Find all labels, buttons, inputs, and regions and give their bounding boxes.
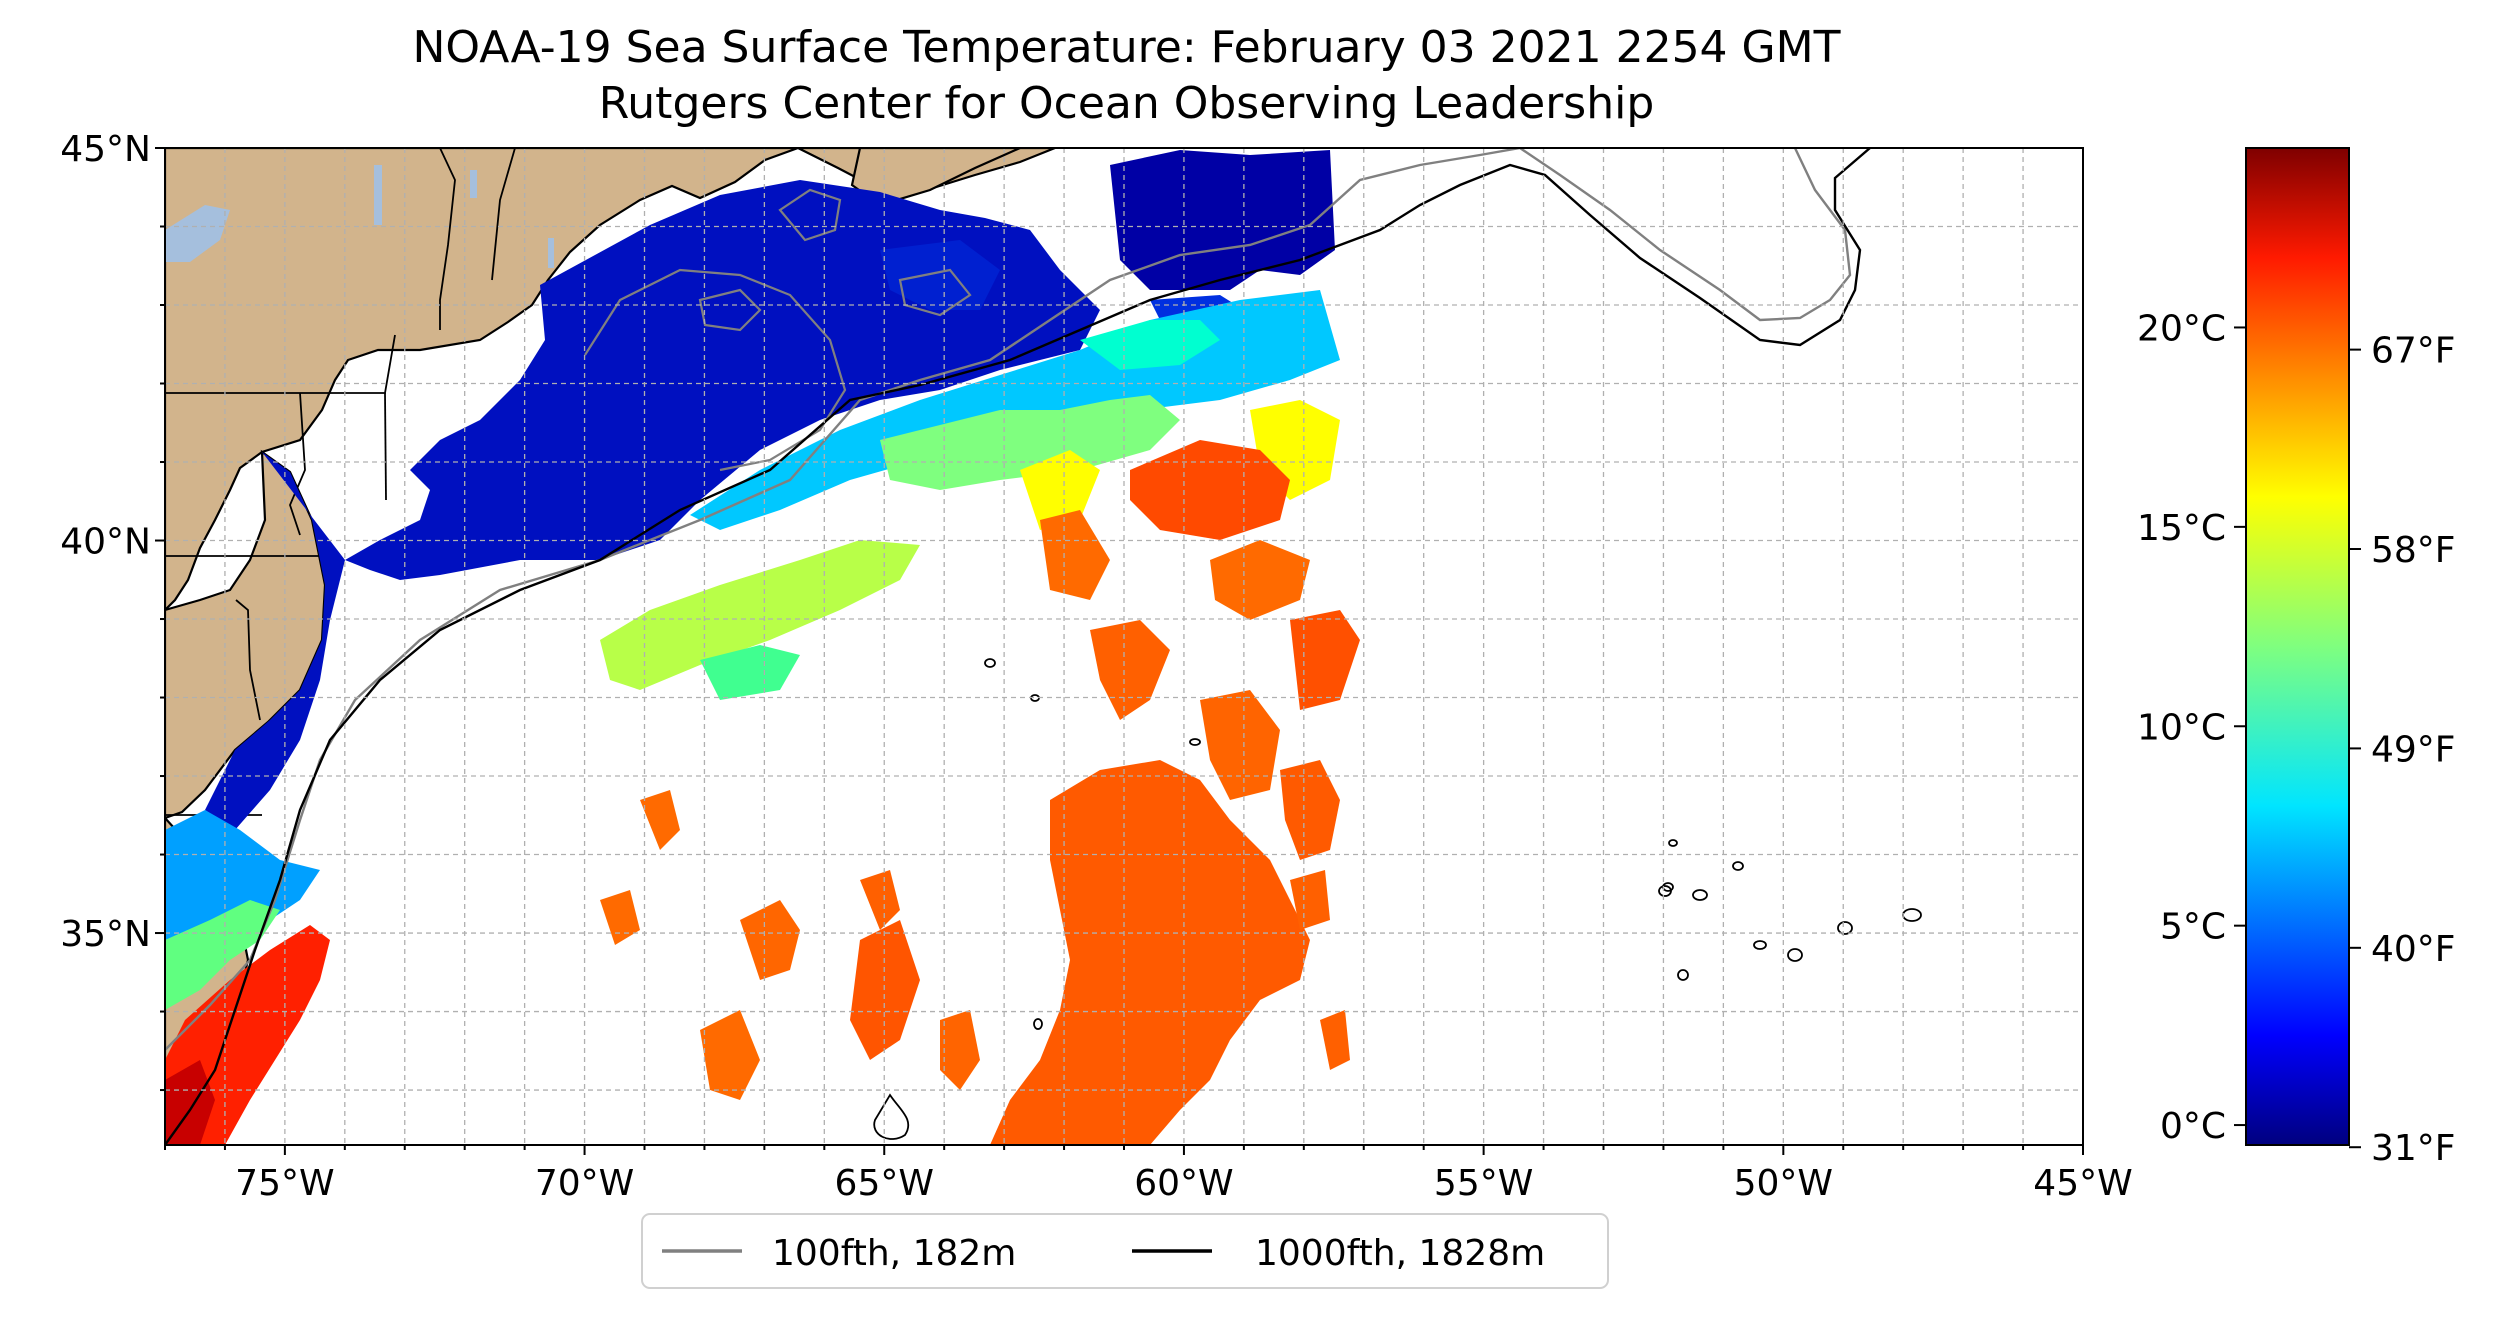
y-tick-label: 35°N (60, 914, 151, 955)
lakes (165, 165, 554, 268)
colorbar-fahrenheit-label: 58°F (2371, 530, 2456, 571)
map-subtitle: Rutgers Center for Ocean Observing Leade… (598, 78, 1655, 129)
x-tick-label: 65°W (835, 1163, 934, 1204)
x-tick-label: 70°W (535, 1163, 634, 1204)
map-axis-ticks (155, 147, 2084, 1155)
map-legend: 100fth, 182m 1000fth, 1828m (641, 1213, 1609, 1289)
x-tick-label: 60°W (1134, 1163, 1233, 1204)
colorbar-celsius-label: 10°C (2137, 707, 2226, 748)
colorbar-celsius-label: 0°C (2160, 1106, 2226, 1147)
x-tick-label: 45°W (2033, 1163, 2132, 1204)
land-nova-scotia (850, 148, 1021, 207)
land-chesapeake-delmarva (165, 449, 327, 820)
colorbar-fahrenheit-label: 40°F (2371, 929, 2456, 970)
isobath-100fth (165, 148, 1852, 1051)
map-gridlines (165, 148, 2083, 1145)
legend-label-100fth: 100fth, 182m (772, 1233, 1016, 1274)
x-tick-label: 75°W (235, 1163, 334, 1204)
colorbar-celsius-label: 20°C (2137, 308, 2226, 349)
sst-field (165, 150, 1360, 1145)
x-tick-label: 50°W (1734, 1163, 1833, 1204)
map-panel (165, 148, 2083, 1145)
colorbar-fahrenheit-label: 31°F (2371, 1128, 2456, 1169)
colorbar-fahrenheit-label: 67°F (2371, 331, 2456, 372)
isobath-1000fth (165, 148, 1871, 1145)
colorbar-celsius-label: 15°C (2137, 508, 2226, 549)
seamounts (873, 658, 1922, 1140)
colorbar-celsius-label: 5°C (2160, 907, 2226, 948)
y-tick-label: 40°N (60, 522, 151, 563)
legend-label-1000fth: 1000fth, 1828m (1255, 1233, 1545, 1274)
y-tick-label: 45°N (60, 129, 151, 170)
x-tick-label: 55°W (1434, 1163, 1533, 1204)
colorbar (2245, 147, 2350, 1146)
map-axis-tick-labels: 75°W 70°W 65°W 60°W 55°W 50°W 45°W 35°N 40°N 45°N (60, 129, 2132, 1204)
colorbar-ticks: 0°C 5°C 10°C 15°C 20°C 31°F 40°F 49°F 58°F 67°F (2137, 308, 2455, 1169)
map-title: NOAA-19 Sea Surface Temperature: Februar… (412, 22, 1841, 73)
colorbar-fahrenheit-label: 49°F (2371, 729, 2456, 770)
isobath-100fth-georges (584, 268, 847, 472)
